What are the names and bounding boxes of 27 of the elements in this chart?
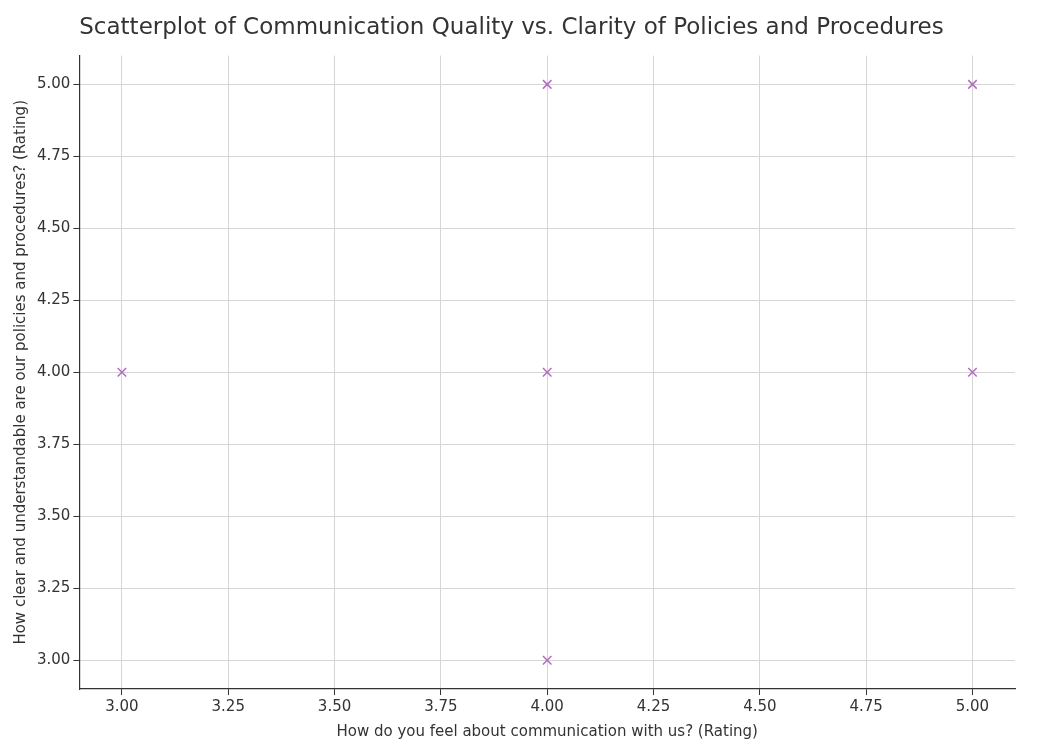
x-tick-label: 3.50 <box>317 696 352 715</box>
point <box>116 367 127 378</box>
x-tick-label: 3.75 <box>424 696 458 715</box>
x-tick-label: 4.50 <box>743 696 777 715</box>
point <box>542 367 553 378</box>
y-tick-label: 3.50 <box>36 506 71 525</box>
y-tick-label: 4.50 <box>36 218 71 237</box>
y-tick-label: 5.00 <box>36 74 71 93</box>
y-tick-label: 4.25 <box>36 290 71 309</box>
y-tick-label: 3.25 <box>36 578 71 597</box>
point <box>542 655 553 666</box>
x-tick-label: 3.00 <box>105 696 139 715</box>
x-tick-label: 4.75 <box>849 696 883 715</box>
point <box>542 79 553 90</box>
x-tick-label: 5.00 <box>955 696 990 715</box>
y-tick-label: 4.00 <box>36 362 71 381</box>
y-tick-label: 3.00 <box>36 650 71 669</box>
y-tick-label: 4.75 <box>36 146 71 165</box>
y-axis-title: How clear and understandable are our policies and procedures? (Rating) <box>10 100 29 645</box>
x-axis-title: How do you feel about communication with us? (Rating) <box>336 721 758 740</box>
x-tick-label: 4.25 <box>636 696 671 715</box>
chart-title: Scatterplot of Communication Quality vs. Clarity of Policies and Procedures <box>79 12 944 39</box>
point <box>967 79 978 90</box>
y-tick-label: 3.75 <box>36 434 71 453</box>
point <box>967 367 978 378</box>
x-tick-label: 3.25 <box>211 696 245 715</box>
x-tick-label: 4.00 <box>530 696 564 715</box>
